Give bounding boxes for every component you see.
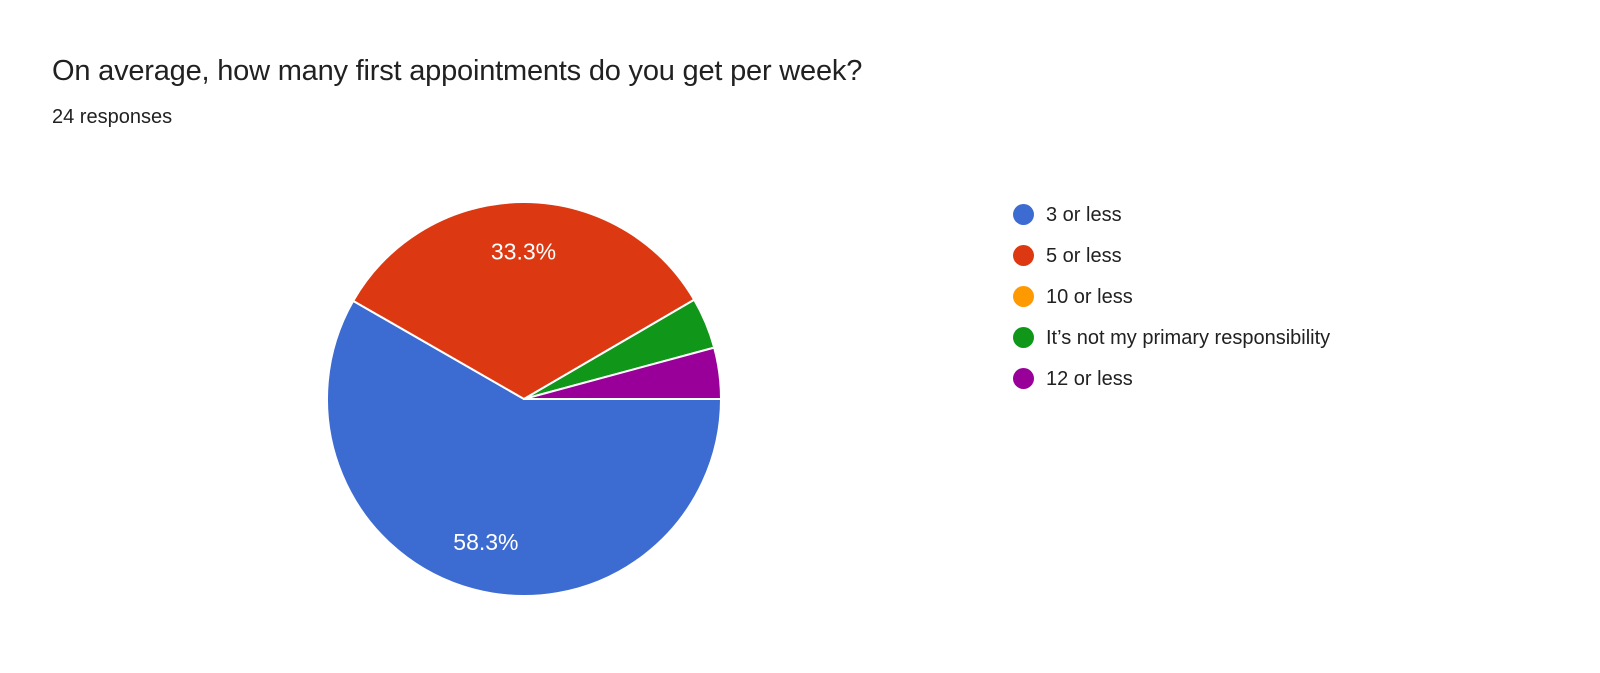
- legend-item-2: 10 or less: [1013, 276, 1330, 317]
- legend-swatch-icon: [1013, 327, 1034, 348]
- slice-percent-label-1: 33.3%: [491, 238, 556, 264]
- legend-label: 3 or less: [1046, 203, 1122, 226]
- legend-swatch-icon: [1013, 368, 1034, 389]
- legend-label: It’s not my primary responsibility: [1046, 326, 1331, 349]
- legend: 3 or less 5 or less 10 or less It’s not my …: [1013, 194, 1330, 399]
- pie-slice-4[interactable]: [523, 346, 722, 400]
- legend-label: 5 or less: [1046, 244, 1122, 267]
- legend-label: 12 or less: [1046, 367, 1133, 390]
- pie-slice-0[interactable]: [326, 299, 722, 597]
- legend-item-4: 12 or less: [1013, 358, 1330, 399]
- legend-label: 10 or less: [1046, 285, 1133, 308]
- legend-item-1: 5 or less: [1013, 235, 1330, 276]
- response-count: 24 responses: [52, 106, 173, 128]
- slice-percent-label-0: 58.3%: [453, 529, 518, 555]
- pie-chart: 58.3% 33.3%: [326, 201, 722, 597]
- legend-item-0: 3 or less: [1013, 194, 1330, 235]
- pie-slice-1[interactable]: [352, 201, 696, 400]
- question-title: On average, how many first appointments …: [52, 55, 863, 87]
- legend-swatch-icon: [1013, 245, 1034, 266]
- legend-swatch-icon: [1013, 286, 1034, 307]
- legend-item-3: It’s not my primary responsibility: [1013, 317, 1330, 358]
- legend-swatch-icon: [1013, 204, 1034, 225]
